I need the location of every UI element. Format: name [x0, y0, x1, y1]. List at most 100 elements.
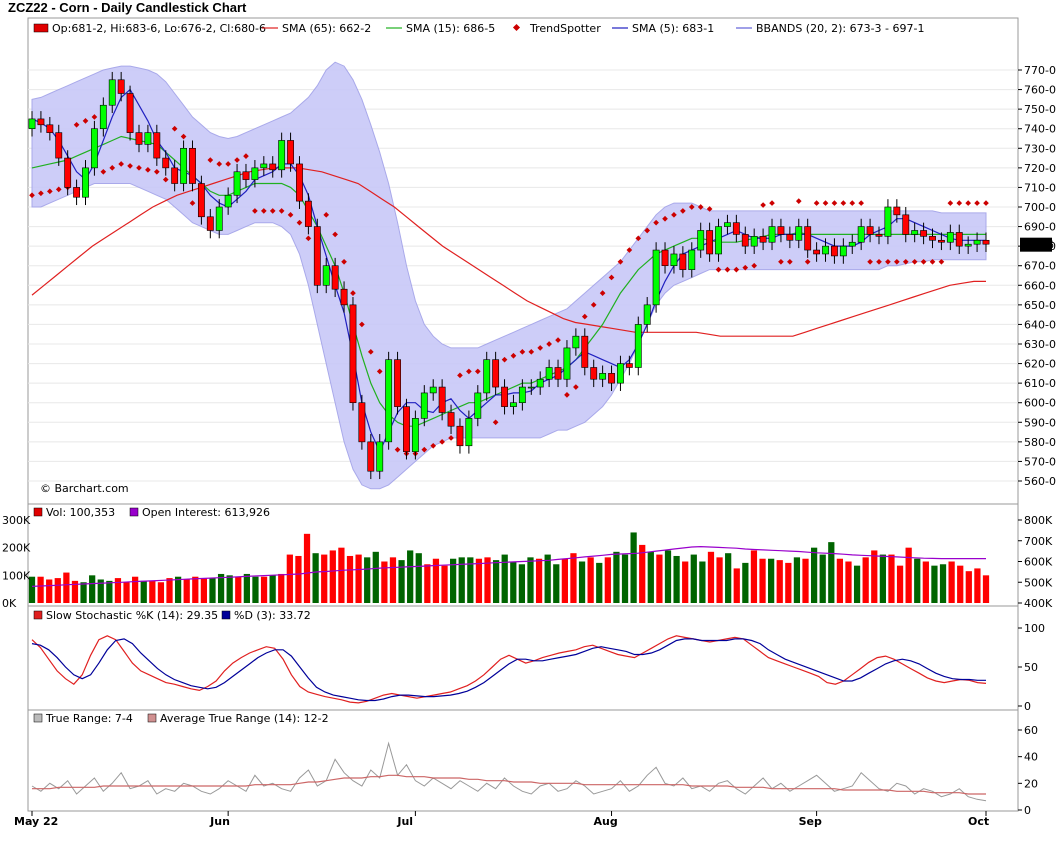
- candle-down: [269, 163, 277, 171]
- candle-up: [180, 147, 187, 184]
- volume-bar: [209, 578, 216, 603]
- candle-up: [545, 367, 553, 380]
- candle-down: [706, 230, 714, 255]
- volume-bar: [896, 565, 904, 603]
- trendspotter-dot: [644, 227, 651, 234]
- candle-down: [117, 79, 125, 94]
- trendspotter-dot: [813, 200, 820, 206]
- candle-down: [206, 216, 214, 231]
- volume-bar: [647, 551, 654, 603]
- candle-up: [144, 132, 152, 145]
- trendspotter-dot: [822, 200, 829, 206]
- volume-bar: [853, 565, 861, 603]
- trendspotter-dot: [127, 163, 133, 169]
- trendspotter-dot: [760, 202, 766, 208]
- volume-bar: [965, 571, 972, 603]
- volume-bar: [183, 579, 190, 603]
- trendspotter-dot: [510, 352, 517, 359]
- volume-bar: [639, 544, 646, 603]
- volume-bar: [174, 576, 182, 603]
- stoch-k-legend: Slow Stochastic %K (14): 29.35: [46, 609, 218, 622]
- stoch-d-legend-swatch: [221, 610, 231, 620]
- volume-bar: [329, 550, 336, 603]
- price-tick-label: 740-0: [1024, 123, 1056, 136]
- trendspotter-dot: [537, 345, 544, 351]
- trendspotter-dot: [697, 204, 704, 210]
- candle-down: [73, 187, 80, 198]
- stochastic-panel: 100 50 0 Slow Stochastic %K (14): 29.35 %D…: [27, 605, 1045, 713]
- candle-down: [447, 412, 455, 427]
- candle-down: [304, 200, 312, 227]
- volume-bar: [553, 564, 560, 603]
- volume-bar: [407, 550, 414, 603]
- volume-bar: [450, 558, 457, 603]
- price-tick-label: 610-0: [1024, 377, 1056, 390]
- sma65-legend: SMA (65): 662-2: [282, 22, 371, 35]
- volume-bar: [621, 554, 629, 603]
- stoch-tick-label: 50: [1024, 661, 1038, 674]
- price-legend: Op:681-2, Hi:683-6, Lo:676-2, Cl:680-6 S…: [33, 22, 924, 35]
- volume-bar: [295, 555, 302, 603]
- trendspotter-dot: [162, 176, 169, 183]
- volume-bar: [71, 580, 79, 603]
- volume-bar: [914, 558, 921, 603]
- volume-bar: [561, 558, 568, 603]
- candle-up: [822, 245, 829, 255]
- candle-down: [608, 373, 615, 384]
- volume-bar: [303, 533, 311, 603]
- volume-bar: [656, 554, 663, 603]
- volume-bar: [132, 576, 139, 603]
- trendspotter-dot: [617, 258, 624, 265]
- volume-bar: [46, 579, 53, 603]
- price-tick-label: 720-0: [1024, 162, 1056, 175]
- candle-up: [884, 206, 892, 237]
- trendspotter-dot: [430, 442, 437, 449]
- volume-bar: [613, 551, 620, 603]
- volume-bar: [630, 532, 637, 603]
- price-tick-label: 750-0: [1024, 103, 1056, 116]
- volume-bar: [217, 573, 225, 603]
- candle-down: [581, 335, 589, 368]
- price-tick-label: 770-0: [1024, 64, 1056, 77]
- volume-bar: [192, 576, 199, 603]
- oi-legend: Open Interest: 613,926: [142, 506, 270, 519]
- candle-up: [233, 171, 241, 196]
- volume-bar: [235, 576, 242, 603]
- candle-up: [795, 226, 803, 241]
- volume-bar: [707, 551, 715, 603]
- price-tick-label: 710-0: [1024, 181, 1056, 194]
- trendspotter-dot: [787, 258, 793, 265]
- candle-down: [625, 363, 633, 368]
- candle-up: [857, 226, 865, 243]
- volume-bar: [862, 557, 869, 603]
- candle-up: [643, 304, 651, 325]
- volume-bar: [518, 564, 526, 603]
- atr-line: [32, 774, 986, 795]
- candle-up: [108, 79, 116, 106]
- volume-bar: [63, 572, 70, 603]
- trendspotter-dot: [938, 258, 945, 265]
- volume-right-tick-label: 600K: [1024, 556, 1053, 569]
- trendspotter-dot: [573, 384, 579, 390]
- tr-tick-label: 40: [1024, 751, 1038, 764]
- candle-down: [171, 167, 179, 184]
- volume-bar: [338, 547, 345, 603]
- candle-up: [911, 230, 919, 235]
- volume-bar: [475, 558, 483, 603]
- volume-bar: [802, 558, 809, 603]
- stoch-tick-label: 100: [1024, 622, 1045, 635]
- trendspotter-dot: [492, 419, 499, 426]
- volume-bar: [578, 561, 586, 603]
- candle-up: [652, 249, 660, 306]
- trendspotter-dot: [956, 200, 963, 206]
- volume-bar: [492, 560, 500, 603]
- volume-bar: [364, 557, 371, 603]
- trendspotter-dot: [109, 165, 116, 171]
- candle-down: [804, 226, 812, 251]
- candle-down: [135, 132, 143, 145]
- sma65-line: [31, 167, 986, 337]
- volume-bar: [716, 557, 723, 603]
- price-panel: 770-0 760-0 750-0 740-0 730-0 720-0 710-0 700-0…: [27, 17, 1056, 505]
- stoch-d-legend: %D (3): 33.72: [234, 609, 311, 622]
- volume-bar: [922, 561, 929, 603]
